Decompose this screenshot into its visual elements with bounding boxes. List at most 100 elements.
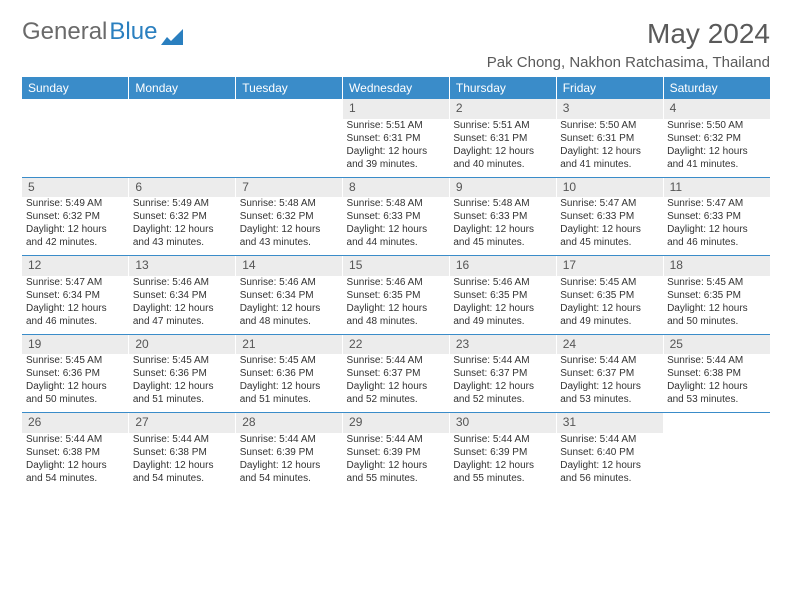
location-text: Pak Chong, Nakhon Ratchasima, Thailand [22, 54, 770, 71]
day-cell: Sunrise: 5:48 AMSunset: 6:33 PMDaylight:… [343, 197, 450, 256]
day-cell: Sunrise: 5:46 AMSunset: 6:34 PMDaylight:… [236, 276, 343, 335]
sunset-text: Sunset: 6:32 PM [26, 210, 125, 223]
sunrise-text: Sunrise: 5:46 AM [133, 276, 232, 289]
weekday-header: Wednesday [343, 77, 450, 99]
brand-logo: GeneralBlue [22, 18, 183, 46]
day-cell: Sunrise: 5:51 AMSunset: 6:31 PMDaylight:… [343, 119, 450, 178]
day-cell: Sunrise: 5:49 AMSunset: 6:32 PMDaylight:… [129, 197, 236, 256]
day-cell: Sunrise: 5:46 AMSunset: 6:35 PMDaylight:… [449, 276, 556, 335]
sunrise-text: Sunrise: 5:47 AM [26, 276, 125, 289]
sunrise-text: Sunrise: 5:48 AM [347, 197, 446, 210]
daylight-text: Daylight: 12 hours and 54 minutes. [240, 459, 339, 485]
calendar-table: SundayMondayTuesdayWednesdayThursdayFrid… [22, 77, 770, 491]
sunset-text: Sunset: 6:34 PM [240, 289, 339, 302]
day-info-row: Sunrise: 5:49 AMSunset: 6:32 PMDaylight:… [22, 197, 770, 256]
daylight-text: Daylight: 12 hours and 51 minutes. [240, 380, 339, 406]
sunset-text: Sunset: 6:33 PM [347, 210, 446, 223]
day-number: 31 [556, 413, 663, 433]
logo-chart-icon [161, 24, 183, 40]
day-number: 6 [129, 178, 236, 198]
day-cell: Sunrise: 5:44 AMSunset: 6:39 PMDaylight:… [236, 433, 343, 491]
day-number: 9 [449, 178, 556, 198]
day-number-row: 262728293031 [22, 413, 770, 433]
day-info-row: Sunrise: 5:51 AMSunset: 6:31 PMDaylight:… [22, 119, 770, 178]
day-number [236, 99, 343, 119]
day-number: 26 [22, 413, 129, 433]
sunset-text: Sunset: 6:35 PM [347, 289, 446, 302]
daylight-text: Daylight: 12 hours and 48 minutes. [240, 302, 339, 328]
daylight-text: Daylight: 12 hours and 52 minutes. [453, 380, 552, 406]
sunset-text: Sunset: 6:35 PM [667, 289, 766, 302]
brand-part1: General [22, 18, 107, 46]
day-number: 18 [663, 256, 770, 276]
day-number: 21 [236, 335, 343, 355]
day-number-row: 19202122232425 [22, 335, 770, 355]
day-number [22, 99, 129, 119]
day-cell: Sunrise: 5:45 AMSunset: 6:36 PMDaylight:… [236, 354, 343, 413]
sunset-text: Sunset: 6:34 PM [26, 289, 125, 302]
sunset-text: Sunset: 6:31 PM [560, 132, 659, 145]
day-cell [236, 119, 343, 178]
sunrise-text: Sunrise: 5:47 AM [667, 197, 766, 210]
day-number: 17 [556, 256, 663, 276]
day-cell: Sunrise: 5:45 AMSunset: 6:36 PMDaylight:… [129, 354, 236, 413]
daylight-text: Daylight: 12 hours and 46 minutes. [26, 302, 125, 328]
sunrise-text: Sunrise: 5:46 AM [453, 276, 552, 289]
day-cell: Sunrise: 5:50 AMSunset: 6:31 PMDaylight:… [556, 119, 663, 178]
day-number-row: 12131415161718 [22, 256, 770, 276]
sunrise-text: Sunrise: 5:45 AM [240, 354, 339, 367]
sunset-text: Sunset: 6:31 PM [347, 132, 446, 145]
sunset-text: Sunset: 6:36 PM [133, 367, 232, 380]
daylight-text: Daylight: 12 hours and 43 minutes. [240, 223, 339, 249]
day-cell: Sunrise: 5:45 AMSunset: 6:35 PMDaylight:… [556, 276, 663, 335]
day-number-row: 1234 [22, 99, 770, 119]
sunset-text: Sunset: 6:39 PM [240, 446, 339, 459]
day-number: 5 [22, 178, 129, 198]
day-cell: Sunrise: 5:47 AMSunset: 6:33 PMDaylight:… [663, 197, 770, 256]
daylight-text: Daylight: 12 hours and 40 minutes. [453, 145, 552, 171]
sunrise-text: Sunrise: 5:44 AM [560, 433, 659, 446]
sunrise-text: Sunrise: 5:48 AM [453, 197, 552, 210]
day-cell: Sunrise: 5:49 AMSunset: 6:32 PMDaylight:… [22, 197, 129, 256]
day-number: 11 [663, 178, 770, 198]
daylight-text: Daylight: 12 hours and 41 minutes. [560, 145, 659, 171]
daylight-text: Daylight: 12 hours and 41 minutes. [667, 145, 766, 171]
day-cell: Sunrise: 5:44 AMSunset: 6:39 PMDaylight:… [449, 433, 556, 491]
sunset-text: Sunset: 6:38 PM [133, 446, 232, 459]
sunrise-text: Sunrise: 5:46 AM [240, 276, 339, 289]
sunrise-text: Sunrise: 5:49 AM [133, 197, 232, 210]
daylight-text: Daylight: 12 hours and 42 minutes. [26, 223, 125, 249]
sunset-text: Sunset: 6:33 PM [667, 210, 766, 223]
weekday-header: Monday [129, 77, 236, 99]
sunrise-text: Sunrise: 5:44 AM [347, 354, 446, 367]
month-title: May 2024 [647, 18, 770, 50]
day-cell: Sunrise: 5:47 AMSunset: 6:34 PMDaylight:… [22, 276, 129, 335]
brand-part2: Blue [109, 18, 157, 46]
sunrise-text: Sunrise: 5:46 AM [347, 276, 446, 289]
daylight-text: Daylight: 12 hours and 46 minutes. [667, 223, 766, 249]
daylight-text: Daylight: 12 hours and 51 minutes. [133, 380, 232, 406]
daylight-text: Daylight: 12 hours and 54 minutes. [133, 459, 232, 485]
day-number: 13 [129, 256, 236, 276]
day-number: 2 [449, 99, 556, 119]
sunset-text: Sunset: 6:39 PM [453, 446, 552, 459]
sunset-text: Sunset: 6:34 PM [133, 289, 232, 302]
sunrise-text: Sunrise: 5:44 AM [133, 433, 232, 446]
sunrise-text: Sunrise: 5:45 AM [133, 354, 232, 367]
sunset-text: Sunset: 6:37 PM [347, 367, 446, 380]
day-number: 15 [343, 256, 450, 276]
day-cell: Sunrise: 5:51 AMSunset: 6:31 PMDaylight:… [449, 119, 556, 178]
day-cell: Sunrise: 5:44 AMSunset: 6:40 PMDaylight:… [556, 433, 663, 491]
day-cell: Sunrise: 5:45 AMSunset: 6:35 PMDaylight:… [663, 276, 770, 335]
daylight-text: Daylight: 12 hours and 45 minutes. [453, 223, 552, 249]
day-info-row: Sunrise: 5:47 AMSunset: 6:34 PMDaylight:… [22, 276, 770, 335]
sunset-text: Sunset: 6:32 PM [240, 210, 339, 223]
day-cell: Sunrise: 5:44 AMSunset: 6:37 PMDaylight:… [343, 354, 450, 413]
day-cell: Sunrise: 5:45 AMSunset: 6:36 PMDaylight:… [22, 354, 129, 413]
day-number: 20 [129, 335, 236, 355]
sunset-text: Sunset: 6:33 PM [560, 210, 659, 223]
day-cell: Sunrise: 5:44 AMSunset: 6:38 PMDaylight:… [663, 354, 770, 413]
day-info-row: Sunrise: 5:44 AMSunset: 6:38 PMDaylight:… [22, 433, 770, 491]
sunrise-text: Sunrise: 5:45 AM [667, 276, 766, 289]
daylight-text: Daylight: 12 hours and 49 minutes. [453, 302, 552, 328]
